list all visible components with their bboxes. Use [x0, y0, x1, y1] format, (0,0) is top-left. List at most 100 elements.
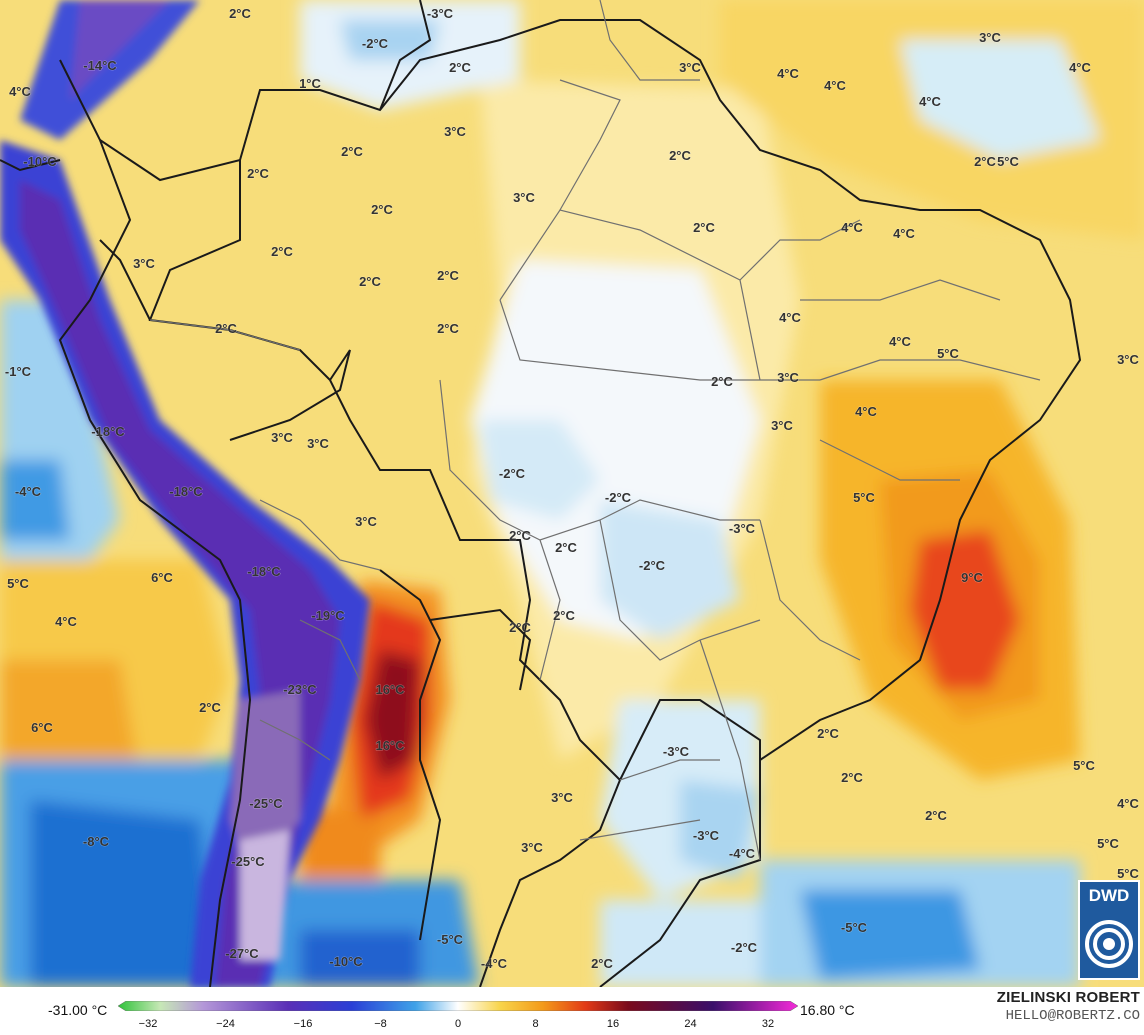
country-borders — [0, 0, 1082, 987]
author-email: HELLO@ROBERTZ.CO — [1005, 1008, 1140, 1024]
temperature-label: 3°C — [307, 436, 329, 451]
temperature-label: 2°C — [591, 956, 613, 971]
scale-tick-label: 16 — [606, 1018, 620, 1030]
temperature-label: -8°C — [83, 834, 110, 849]
temperature-label: 4°C — [779, 310, 801, 325]
temperature-label: 3°C — [771, 418, 793, 433]
temperature-label: -14°C — [83, 58, 117, 73]
temperature-label: 3°C — [1117, 352, 1139, 367]
temperature-label: -18°C — [91, 424, 125, 439]
scale-tick-label: 8 — [532, 1018, 539, 1030]
temperature-label: -2°C — [639, 558, 666, 573]
temperature-label: 9°C — [961, 570, 983, 585]
author-name: ZIELINSKI ROBERT — [996, 989, 1140, 1006]
temperature-label: 5°C — [7, 576, 29, 591]
temperature-label: 2°C — [509, 620, 531, 635]
temperature-label: -10°C — [329, 954, 363, 969]
scale-max-label: 16.80 °C — [800, 1002, 855, 1018]
temperature-label: -2°C — [605, 490, 632, 505]
scale-tick-label: −24 — [216, 1018, 235, 1030]
temperature-label: 3°C — [133, 256, 155, 271]
temperature-label: 3°C — [521, 840, 543, 855]
temperature-label: -5°C — [437, 932, 464, 947]
temperature-label: 2°C — [974, 154, 996, 169]
dwd-logo: DWD — [1078, 880, 1140, 980]
temperature-label: 4°C — [777, 66, 799, 81]
temperature-label: -18°C — [247, 564, 281, 579]
temperature-label: -4°C — [15, 484, 42, 499]
temperature-label: -3°C — [693, 828, 720, 843]
temperature-label: 2°C — [669, 148, 691, 163]
temperature-label: 2°C — [229, 6, 251, 21]
temperature-label: 4°C — [1069, 60, 1091, 75]
temperature-label: 4°C — [55, 614, 77, 629]
temperature-label: 2°C — [199, 700, 221, 715]
scale-tick-label: 32 — [761, 1018, 775, 1030]
temperature-label: 2°C — [449, 60, 471, 75]
temperature-label: 3°C — [355, 514, 377, 529]
temperature-label: 2°C — [247, 166, 269, 181]
temperature-labels: 2°C -3°C -2°C -14°C 3°C 2°C 1°C 3°C 4°C 4°C 4°C 4°C… — [4, 6, 1140, 972]
temperature-label: -3°C — [427, 6, 454, 21]
temperature-label: -25°C — [231, 854, 265, 869]
temperature-label: 2°C — [509, 528, 531, 543]
color-scale-bar — [118, 1001, 798, 1011]
temperature-label: 4°C — [841, 220, 863, 235]
temperature-label: 2°C — [711, 374, 733, 389]
temperature-label: 4°C — [1117, 796, 1139, 811]
temperature-label: 4°C — [9, 84, 31, 99]
temperature-label: -2°C — [731, 940, 758, 955]
temperature-label: 2°C — [437, 268, 459, 283]
dwd-swirl-icon — [1085, 920, 1133, 968]
temperature-label: -1°C — [5, 364, 32, 379]
temperature-label: -25°C — [249, 796, 283, 811]
temperature-label: 3°C — [551, 790, 573, 805]
scale-min-label: -31.00 °C — [48, 1002, 108, 1018]
temperature-label: -5°C — [841, 920, 868, 935]
temperature-label: 6°C — [31, 720, 53, 735]
scale-tick-label: 24 — [684, 1018, 697, 1030]
temperature-label: 16°C — [375, 682, 405, 697]
temperature-label: -4°C — [481, 956, 508, 971]
temperature-label: 5°C — [997, 154, 1019, 169]
temperature-label: 3°C — [271, 430, 293, 445]
temperature-label: -4°C — [729, 846, 756, 861]
temperature-label: 4°C — [889, 334, 911, 349]
temperature-label: 3°C — [679, 60, 701, 75]
dwd-logo-text: DWD — [1088, 886, 1130, 905]
andes-band — [0, 0, 370, 987]
temperature-label: 3°C — [444, 124, 466, 139]
temperature-label: -3°C — [729, 521, 756, 536]
temperature-label: 1°C — [299, 76, 321, 91]
temperature-label: 5°C — [937, 346, 959, 361]
temperature-label: 5°C — [1117, 866, 1139, 881]
temperature-label: 2°C — [553, 608, 575, 623]
temperature-label: 4°C — [855, 404, 877, 419]
temperature-label: 2°C — [437, 321, 459, 336]
temperature-label: 4°C — [893, 226, 915, 241]
temperature-fields — [0, 0, 1144, 987]
temperature-label: 5°C — [1073, 758, 1095, 773]
temperature-label: 2°C — [215, 321, 237, 336]
temperature-label: -2°C — [499, 466, 526, 481]
temperature-label: -27°C — [225, 946, 259, 961]
temperature-label: 3°C — [777, 370, 799, 385]
temperature-label: -2°C — [362, 36, 389, 51]
temperature-label: 16°C — [375, 738, 405, 753]
temperature-label: -10°C — [23, 154, 57, 169]
temperature-label: 2°C — [841, 770, 863, 785]
scale-tick-label: −8 — [374, 1018, 387, 1030]
temperature-label: -3°C — [663, 744, 690, 759]
temperature-label: 2°C — [693, 220, 715, 235]
temperature-label: 2°C — [359, 274, 381, 289]
scale-tick-label: 0 — [454, 1018, 462, 1030]
scale-tick-label: −16 — [293, 1018, 313, 1030]
scale-tick-label: −32 — [138, 1018, 158, 1030]
temperature-label: 4°C — [824, 78, 846, 93]
footer: -31.00 °C −32 −24 −16 −8 0 8 16 24 32 16.80 °C Z… — [0, 987, 1144, 1035]
temperature-label: 5°C — [1097, 836, 1119, 851]
map-canvas: 2°C -3°C -2°C -14°C 3°C 2°C 1°C 3°C 4°C 4°C 4°C 4°C… — [0, 0, 1144, 987]
temperature-label: -19°C — [311, 608, 345, 623]
temperature-label: 2°C — [925, 808, 947, 823]
temperature-label: 2°C — [817, 726, 839, 741]
